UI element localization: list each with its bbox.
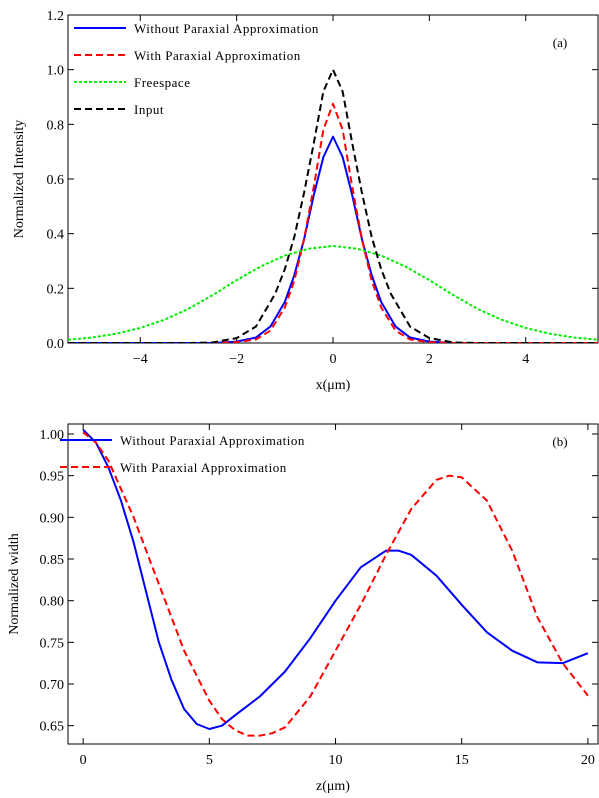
panel-b-x-tick-label: 20 <box>581 753 595 768</box>
panel-b-width-chart: 0 5 10 15 200.650.700.750.800.850.900.951.00… <box>7 424 598 794</box>
panel-b-y-tick-label: 0.90 <box>40 511 65 526</box>
panel-a-legend-label-3: Freespace <box>134 75 190 90</box>
panel-b-y-tick-label: 0.70 <box>40 678 65 693</box>
panel-b-y-tick-label: 0.80 <box>40 595 65 610</box>
panel-a-marks: −4 −2 0 2 4 0.0 0.2 0.4 0.6 0.8 1.0 1.2 Without Para… <box>47 9 599 367</box>
panel-a-series-line-3 <box>68 246 598 340</box>
panel-b-marks: 0 5 10 15 200.650.700.750.800.850.900.951.00… <box>40 424 599 768</box>
panel-a-y-tick-label: 0.4 <box>47 228 65 243</box>
panel-b-y-axis-label: Normalized width <box>7 533 22 634</box>
panel-b-y-tick-label: 0.65 <box>40 720 65 735</box>
panel-a-y-tick-label: 1.2 <box>47 9 65 24</box>
panel-a-y-tick-label: 0.2 <box>47 282 65 297</box>
panel-a-x-tick-label: 0 <box>330 352 337 367</box>
panel-b-y-tick-label: 0.85 <box>40 553 65 568</box>
panel-a-x-tick-label: −4 <box>133 352 148 367</box>
panel-a-legend-label-4: Input <box>134 102 164 117</box>
panel-a-x-tick-label: 2 <box>426 352 433 367</box>
panel-a-series-line-2 <box>68 104 598 343</box>
panel-a-y-tick-label: 0.8 <box>47 118 65 133</box>
panel-a-legend-label-1: Without Paraxial Approximation <box>134 21 319 36</box>
panel-b-y-tick-label: 0.75 <box>40 636 65 651</box>
panel-b-x-tick-label: 5 <box>206 753 213 768</box>
panel-b-x-tick-label: 15 <box>455 753 469 768</box>
panel-a-frame <box>68 15 598 343</box>
panel-a-label: (a) <box>553 35 567 50</box>
panel-a-y-tick-label: 0.0 <box>47 337 65 352</box>
panel-a-x-axis-label: x(μm) <box>316 378 351 393</box>
panel-a-series-line-1 <box>68 137 598 343</box>
panel-b-label: (b) <box>552 434 567 449</box>
panel-a-y-axis-label: Normalized Intensity <box>12 120 27 239</box>
panel-a-intensity-chart: −4 −2 0 2 4 0.0 0.2 0.4 0.6 0.8 1.0 1.2 Without Para… <box>12 9 598 393</box>
panel-b-x-tick-label: 0 <box>80 753 87 768</box>
panel-b-legend-label-2: With Paraxial Approximation <box>120 460 287 475</box>
panel-a-y-tick-label: 1.0 <box>47 64 65 79</box>
panel-a-legend-label-2: With Paraxial Approximation <box>134 48 301 63</box>
panel-a-x-tick-label: −2 <box>229 352 244 367</box>
panel-b-series-line-2 <box>83 432 588 735</box>
panel-a-y-tick-label: 0.6 <box>47 173 65 188</box>
panel-b-y-tick-label: 0.95 <box>40 470 65 485</box>
panel-a-x-tick-label: 4 <box>522 352 529 367</box>
panel-b-x-axis-label: z(μm) <box>316 779 350 794</box>
panel-b-x-tick-label: 10 <box>329 753 343 768</box>
panel-b-legend-label-1: Without Paraxial Approximation <box>120 433 305 448</box>
